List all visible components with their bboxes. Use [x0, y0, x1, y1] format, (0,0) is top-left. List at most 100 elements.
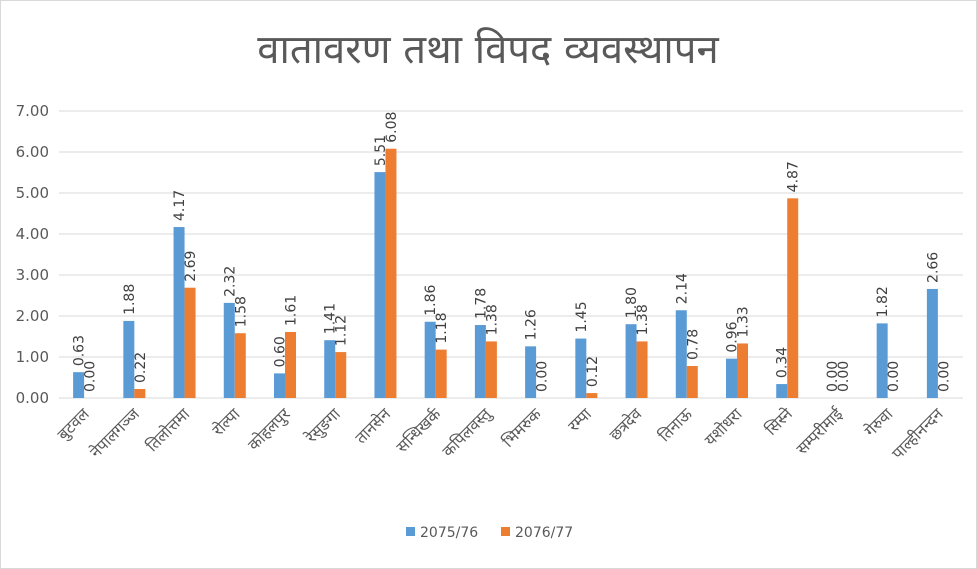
- data-label: 0.60: [273, 336, 289, 367]
- bar-2076-77: [134, 388, 146, 398]
- data-label: 1.38: [635, 304, 651, 335]
- data-label: 0.00: [836, 361, 852, 392]
- category-label: सिस्ने: [761, 404, 796, 439]
- y-tick-label: 4.00: [16, 225, 49, 243]
- category-label: सन्धिखर्क: [392, 404, 445, 457]
- category-label: बुटवल: [53, 404, 94, 445]
- bar-2076-77: [335, 352, 347, 398]
- legend: 2075/76 2076/77: [406, 525, 573, 541]
- data-label: 1.12: [334, 315, 350, 346]
- category-label: पाल्हीनन्दन: [888, 404, 947, 463]
- bar-2076-77: [485, 341, 497, 398]
- data-label: 0.22: [133, 352, 149, 383]
- bar-2076-77: [636, 341, 648, 398]
- y-tick-label: 3.00: [16, 266, 49, 284]
- data-label: 1.26: [524, 309, 540, 340]
- data-label: 1.78: [473, 288, 489, 319]
- data-label: 6.08: [384, 112, 400, 143]
- bar-2075-76: [474, 325, 486, 398]
- y-tick-label: 5.00: [16, 184, 49, 202]
- data-label: 0.00: [535, 361, 551, 392]
- category-label: यशोधरा: [701, 404, 747, 450]
- grid-layer: 0.00 1.00 2.00 3.00 4.00 5.00 6.00 7.00: [16, 102, 963, 407]
- category-label: रोल्पा: [208, 404, 244, 440]
- category-label: तानसेन: [351, 404, 395, 448]
- data-label: 0.63: [72, 335, 88, 366]
- data-label: 2.32: [222, 266, 238, 297]
- data-label: 1.38: [484, 304, 500, 335]
- bar-2075-76: [424, 321, 436, 398]
- bar-2075-76: [625, 324, 637, 398]
- category-label: रेसुङगा: [301, 404, 345, 448]
- y-tick-label: 2.00: [16, 307, 49, 325]
- legend-label: 2076/77: [515, 525, 573, 541]
- data-label: 0.00: [825, 361, 841, 392]
- data-label: 0.78: [685, 329, 701, 360]
- y-tick-label: 6.00: [16, 143, 49, 161]
- bar-2076-77: [285, 331, 296, 398]
- bar-2076-77: [737, 343, 748, 398]
- category-label: छत्रदेव: [605, 404, 646, 445]
- data-label: 5.51: [373, 135, 389, 166]
- data-label: 2.14: [674, 273, 690, 304]
- bar-2075-76: [726, 358, 737, 398]
- category-label: सम्परीमाई: [792, 404, 847, 459]
- bar-2076-77: [686, 366, 698, 398]
- data-label: 1.82: [875, 286, 891, 317]
- data-label: 1.88: [122, 284, 138, 315]
- data-label: 1.45: [574, 301, 590, 332]
- bar-2075-76: [324, 340, 336, 398]
- data-label: 0.34: [775, 347, 791, 378]
- data-label: 2.69: [183, 251, 199, 282]
- legend-label: 2075/76: [420, 525, 478, 541]
- bar-2076-77: [234, 333, 246, 398]
- y-tick-label: 0.00: [16, 389, 49, 407]
- bar-2076-77: [586, 393, 598, 398]
- category-label: तिनाऊ: [655, 404, 696, 445]
- data-label: 1.80: [624, 287, 640, 318]
- category-label: कोहलपुर: [244, 404, 295, 455]
- legend-swatch: [501, 527, 510, 536]
- category-label: भिमरुक: [498, 404, 545, 451]
- category-label: नेपालगञ्ज: [86, 404, 144, 462]
- data-label: 1.41: [323, 303, 339, 334]
- bar-2075-76: [374, 172, 386, 398]
- data-label: 2.66: [925, 252, 941, 283]
- bar-2075-76: [274, 373, 285, 398]
- chart-title: वातावरण तथा विपद व्यवस्थापन: [257, 27, 719, 73]
- bar-2076-77: [184, 287, 196, 398]
- bar-2076-77: [435, 349, 447, 398]
- bar-2075-76: [575, 338, 587, 398]
- data-label: 1.58: [233, 296, 249, 327]
- data-label: 1.61: [284, 295, 300, 326]
- data-label: 0.00: [83, 361, 99, 392]
- y-tick-label: 7.00: [16, 102, 49, 120]
- category-label: गेरुवा: [861, 404, 897, 440]
- bar-2076-77: [787, 198, 799, 398]
- category-label: कपिलवस्तु: [438, 404, 496, 462]
- bar-2075-76: [876, 323, 888, 398]
- category-label: तिलोत्तमा: [142, 404, 194, 456]
- legend-swatch: [406, 527, 415, 536]
- bar-2075-76: [675, 310, 687, 398]
- data-label: 1.33: [736, 306, 752, 337]
- bar-2075-76: [926, 288, 938, 398]
- data-label: 1.86: [423, 284, 439, 315]
- bar-2075-76: [776, 384, 788, 398]
- data-label: 0.96: [725, 321, 741, 352]
- data-label: 0.00: [886, 361, 902, 392]
- data-label: 4.17: [172, 190, 188, 221]
- y-tick-label: 1.00: [16, 348, 49, 366]
- bar-2075-76: [525, 346, 537, 398]
- data-label: 1.18: [434, 312, 450, 343]
- data-labels-layer: 0.63 1.88 4.17 2.32 0.60 1.41 5.51 1.86 1.78 1.26…: [72, 112, 953, 392]
- data-label: 4.87: [786, 161, 802, 192]
- bars-layer: [73, 148, 938, 398]
- bar-2075-76: [73, 372, 85, 398]
- data-label: 0.00: [936, 361, 952, 392]
- bar-2076-77: [385, 148, 397, 398]
- bar-2075-76: [173, 227, 185, 398]
